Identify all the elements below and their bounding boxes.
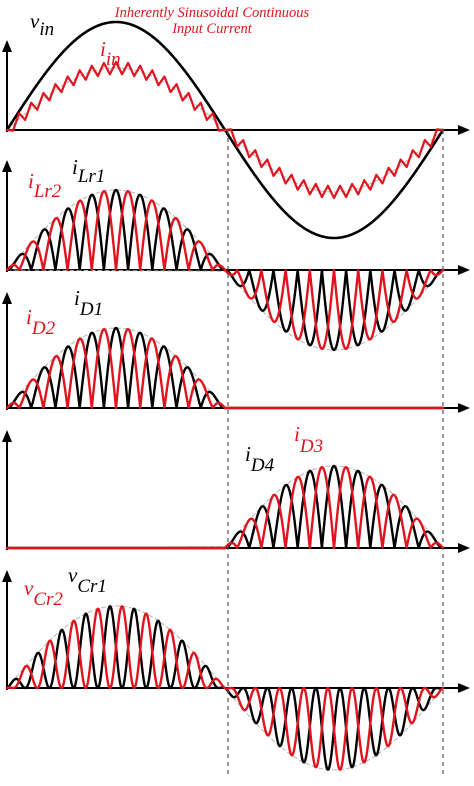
panel3-y-arrow xyxy=(2,292,12,304)
label-iD1: iD1 xyxy=(74,286,103,320)
panel-iD3-iD4 xyxy=(2,430,470,553)
label-iD4: iD4 xyxy=(245,442,275,476)
label-vin: vin xyxy=(30,9,54,40)
panel-vin-iin xyxy=(2,20,470,240)
label-iLr2: iLr2 xyxy=(28,169,62,202)
panel3-x-arrow xyxy=(458,403,470,413)
label-iin: iin xyxy=(100,37,121,70)
panel2-x-arrow xyxy=(458,265,470,275)
panel1-x-arrow xyxy=(458,125,470,135)
panel4-x-arrow xyxy=(458,543,470,553)
iLr2-trace xyxy=(5,190,445,350)
panel4-y-arrow xyxy=(2,430,12,442)
annotation-line1: Inherently Sinusoidal Continuous xyxy=(114,5,310,21)
label-iD2: iD2 xyxy=(26,305,56,339)
panel-iD1-iD2 xyxy=(2,292,470,413)
annotation-line2: Input Current xyxy=(171,21,253,37)
label-vCr2: vCr2 xyxy=(24,576,63,610)
label-iLr1: iLr1 xyxy=(72,155,105,187)
iin-envelope xyxy=(6,67,444,193)
iD2-trace xyxy=(5,328,445,410)
panel1-y-arrow xyxy=(2,40,12,52)
label-iD3: iD3 xyxy=(294,422,323,457)
panel5-x-arrow xyxy=(458,683,470,693)
panel2-y-arrow xyxy=(2,160,12,172)
iin-trace xyxy=(5,60,445,200)
panel5-y-arrow xyxy=(2,570,12,582)
label-vCr1: vCr1 xyxy=(68,563,107,597)
iD3-trace xyxy=(5,466,445,550)
vCr2-trace xyxy=(5,605,445,771)
dividers xyxy=(227,130,444,778)
panel-vCr xyxy=(2,570,470,771)
panel-iLr xyxy=(2,160,470,352)
